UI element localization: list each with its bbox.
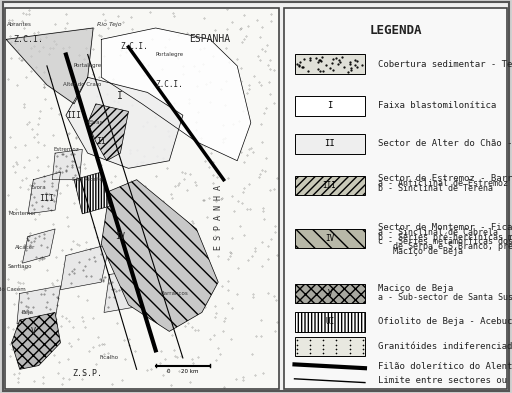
Text: Granitóides indiferenciados: Granitóides indiferenciados xyxy=(378,342,512,351)
Text: Beja: Beja xyxy=(22,310,34,315)
Text: IV: IV xyxy=(115,232,125,241)
Text: c - Séries metamórficas dos Anticlinais: c - Séries metamórficas dos Anticlinais xyxy=(378,237,512,246)
Text: V: V xyxy=(31,327,36,336)
Text: II: II xyxy=(96,137,106,146)
Text: Maciço de Beja: Maciço de Beja xyxy=(378,247,463,256)
Polygon shape xyxy=(131,221,175,263)
Text: E S P A N H A: E S P A N H A xyxy=(214,185,223,250)
Text: III: III xyxy=(67,111,81,120)
Text: Elvas: Elvas xyxy=(89,120,103,125)
Polygon shape xyxy=(52,149,82,180)
Text: b - Séries pré-hercínicas migmatizadas: b - Séries pré-hercínicas migmatizadas xyxy=(378,232,512,242)
Text: 0      20 km: 0 20 km xyxy=(167,369,199,374)
Text: São Riceite: São Riceite xyxy=(72,177,103,182)
Text: Alcácer: Alcácer xyxy=(15,246,35,250)
Text: II: II xyxy=(325,139,335,148)
Text: Maciço de Beja: Maciço de Beja xyxy=(378,285,454,294)
Text: Sector de Montemor - Ficalho: Sector de Montemor - Ficalho xyxy=(378,222,512,231)
Text: III: III xyxy=(39,194,54,203)
Text: de Serpa e S.Branco, preservados no: de Serpa e S.Branco, preservados no xyxy=(378,242,512,252)
Polygon shape xyxy=(74,172,110,214)
Text: Montemor: Montemor xyxy=(8,211,36,216)
Polygon shape xyxy=(88,104,129,161)
Text: V: V xyxy=(327,289,332,298)
Text: Portalegre: Portalegre xyxy=(74,63,102,68)
Text: a - Sub-sector de Santa Susana - Odivelas: a - Sub-sector de Santa Susana - Odivela… xyxy=(378,293,512,302)
Bar xyxy=(284,8,507,389)
Polygon shape xyxy=(28,172,60,214)
Polygon shape xyxy=(12,312,60,369)
Text: Abrantes: Abrantes xyxy=(7,22,32,27)
Text: Z.C.I.: Z.C.I. xyxy=(13,35,43,44)
Text: Ficalho: Ficalho xyxy=(100,355,119,360)
Text: Sector de Estremoz - Barrancos: Sector de Estremoz - Barrancos xyxy=(378,174,512,183)
Text: Cobertura sedimentar - Terciário: Cobertura sedimentar - Terciário xyxy=(378,59,512,68)
Text: a - Sinclinal de Cabrela: a - Sinclinal de Cabrela xyxy=(378,228,498,237)
Polygon shape xyxy=(294,312,365,332)
Text: Santiago: Santiago xyxy=(8,264,32,270)
Polygon shape xyxy=(6,28,93,104)
Text: Évora: Évora xyxy=(31,185,47,190)
Bar xyxy=(294,134,365,154)
Text: Rio Tejo: Rio Tejo xyxy=(97,22,122,27)
Text: I: I xyxy=(117,91,123,101)
Text: UI: UI xyxy=(325,318,334,327)
Text: Z.C.I.: Z.C.I. xyxy=(156,81,183,89)
Polygon shape xyxy=(294,284,365,303)
Text: III: III xyxy=(323,181,337,190)
Text: Sector de Alter do Chão - Elvas: Sector de Alter do Chão - Elvas xyxy=(378,139,512,148)
Polygon shape xyxy=(66,77,183,168)
Polygon shape xyxy=(294,229,365,248)
Text: Faixa blastomilonítica: Faixa blastomilonítica xyxy=(378,101,497,110)
Text: IV: IV xyxy=(325,234,334,243)
Text: a - Anticlinal de Estremoz: a - Anticlinal de Estremoz xyxy=(378,179,508,188)
Text: Z.C.I.: Z.C.I. xyxy=(120,42,148,51)
Text: I: I xyxy=(327,101,332,110)
Text: Barrancos: Barrancos xyxy=(161,291,188,296)
Text: Alter do Crato: Alter do Crato xyxy=(63,83,101,87)
Bar xyxy=(5,8,279,389)
Text: b - Sinclinal de Terena: b - Sinclinal de Terena xyxy=(378,184,493,193)
Text: Portalegre: Portalegre xyxy=(155,52,183,57)
Polygon shape xyxy=(23,229,55,263)
Text: do Cacém: do Cacém xyxy=(0,287,26,292)
Bar xyxy=(294,337,365,356)
Polygon shape xyxy=(101,180,218,331)
Text: Ofiolito de Beja - Acebuches: Ofiolito de Beja - Acebuches xyxy=(378,318,512,327)
Polygon shape xyxy=(104,267,156,312)
Polygon shape xyxy=(17,286,60,324)
Text: Z.S.P.: Z.S.P. xyxy=(73,369,103,378)
Text: Estremoz: Estremoz xyxy=(53,147,79,152)
Bar xyxy=(294,96,365,116)
Text: LEGENDA: LEGENDA xyxy=(370,24,422,37)
Polygon shape xyxy=(294,176,365,195)
Text: Limite entre sectores ou sub-sectores: Limite entre sectores ou sub-sectores xyxy=(378,376,512,385)
Polygon shape xyxy=(60,244,110,290)
Text: Filão dolerítico do Alentejo: Filão dolerítico do Alentejo xyxy=(378,362,512,371)
Text: ESPANHA: ESPANHA xyxy=(189,34,230,44)
Bar xyxy=(294,54,365,74)
Polygon shape xyxy=(101,28,251,161)
